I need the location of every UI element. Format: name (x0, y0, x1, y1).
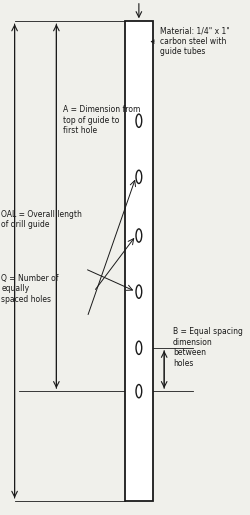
Bar (124, 21, 153, 501)
Circle shape (136, 285, 142, 298)
Text: OAL = Overall length
of drill guide: OAL = Overall length of drill guide (2, 210, 82, 229)
Text: B = Equal spacing
dimension
between
holes: B = Equal spacing dimension between hole… (173, 328, 243, 368)
Text: A = Dimension from
top of guide to
first hole: A = Dimension from top of guide to first… (63, 106, 140, 135)
Text: Material: 1/4" x 1"
carbon steel with
guide tubes: Material: 1/4" x 1" carbon steel with gu… (151, 26, 230, 56)
Circle shape (136, 229, 142, 242)
Circle shape (136, 341, 142, 354)
Circle shape (136, 170, 142, 183)
Text: Q = Number of
equally
spaced holes: Q = Number of equally spaced holes (2, 274, 59, 304)
Circle shape (136, 385, 142, 398)
Circle shape (136, 114, 142, 127)
